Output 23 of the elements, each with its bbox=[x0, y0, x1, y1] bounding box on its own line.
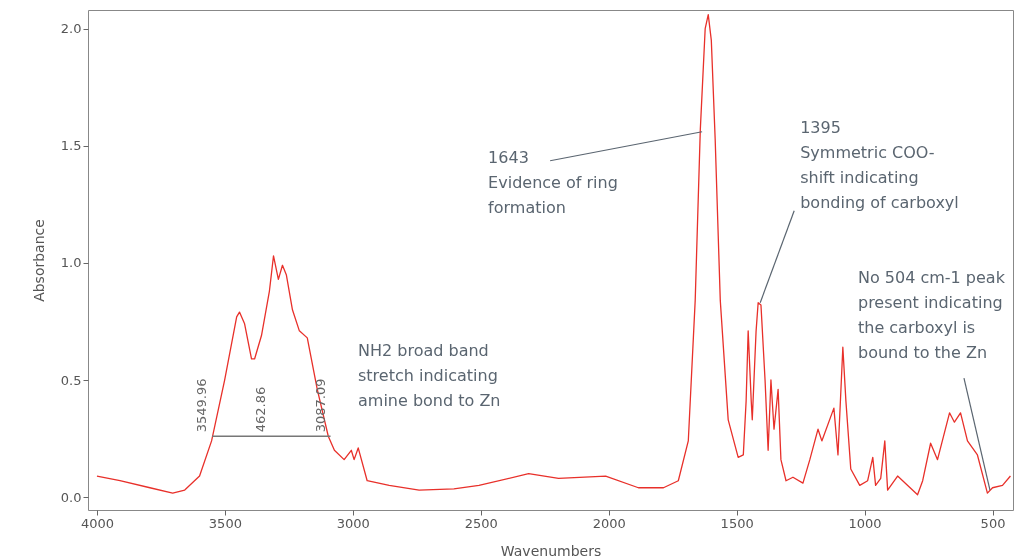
annotation: No 504 cm-1 peak present indicating the carboxyl is bound to the Zn bbox=[857, 268, 1006, 363]
annotation: 462.86 bbox=[253, 386, 269, 433]
x-tick-label: 1000 bbox=[848, 515, 882, 531]
y-axis-title: Absorbance bbox=[30, 219, 47, 302]
x-tick-label: 4000 bbox=[80, 515, 114, 531]
x-tick-label: 1500 bbox=[720, 515, 754, 531]
annotation: 1643 Evidence of ring formation bbox=[488, 147, 618, 217]
line-series bbox=[96, 14, 1012, 496]
y-tick-label: 1.0 bbox=[60, 255, 82, 271]
x-tick-label: 3500 bbox=[208, 515, 242, 531]
x-axis-title: Wavenumbers bbox=[500, 542, 602, 559]
y-tick-label: 1.5 bbox=[60, 138, 82, 154]
x-tick-label: 500 bbox=[980, 515, 1006, 531]
x-tick-label: 2500 bbox=[464, 515, 498, 531]
annotation: 3549.96 bbox=[194, 378, 210, 433]
annotation: 3087.09 bbox=[312, 378, 328, 433]
y-tick-label: 2.0 bbox=[60, 21, 82, 37]
x-tick-label: 2000 bbox=[592, 515, 626, 531]
x-tick-label: 3000 bbox=[336, 515, 370, 531]
y-tick-label: 0.5 bbox=[60, 372, 82, 388]
annotation: NH2 broad band stretch indicating amine bond to Zn bbox=[358, 341, 501, 410]
y-tick-label: 0.0 bbox=[60, 489, 82, 505]
annotation: 1395 Symmetric COO- shift indicating bonding of carboxyl bbox=[800, 117, 959, 212]
